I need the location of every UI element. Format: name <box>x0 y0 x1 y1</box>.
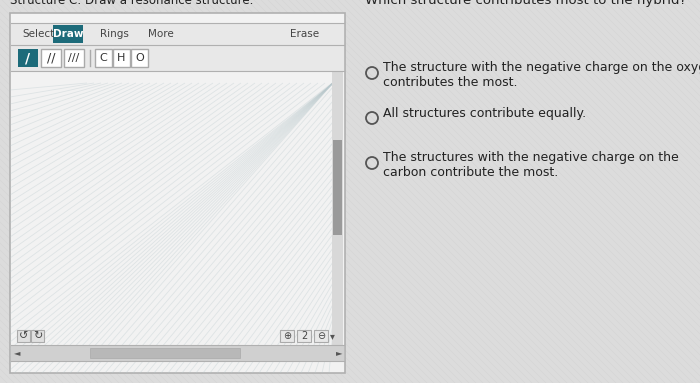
Text: H: H <box>118 53 126 63</box>
Bar <box>10 13 345 373</box>
Bar <box>17 330 30 342</box>
Text: Rings: Rings <box>100 29 129 39</box>
Bar <box>18 49 38 67</box>
Bar <box>131 49 148 67</box>
Text: ⊖: ⊖ <box>317 331 325 341</box>
Text: The structure with the negative charge on the oxygen: The structure with the negative charge o… <box>383 62 700 75</box>
Text: //: // <box>47 51 55 64</box>
Bar <box>11 23 344 45</box>
Text: C: C <box>99 53 107 63</box>
Text: ↺: ↺ <box>20 331 29 341</box>
Bar <box>90 348 240 358</box>
Text: ⊕: ⊕ <box>283 331 291 341</box>
Text: ▾: ▾ <box>330 331 335 341</box>
Bar <box>314 330 328 342</box>
Text: ◄: ◄ <box>14 349 20 357</box>
Text: ///: /// <box>69 53 80 63</box>
Bar <box>113 49 130 67</box>
Bar <box>41 49 61 67</box>
Text: Select: Select <box>22 29 55 39</box>
Text: Erase: Erase <box>290 29 319 39</box>
Bar <box>333 139 342 236</box>
Text: carbon contribute the most.: carbon contribute the most. <box>383 165 559 178</box>
Text: ►: ► <box>336 349 342 357</box>
Text: More: More <box>148 29 174 39</box>
Bar <box>332 71 343 345</box>
Text: Which structure contributes most to the hybrid?: Which structure contributes most to the … <box>365 0 687 7</box>
Bar <box>64 49 84 67</box>
Bar <box>95 49 112 67</box>
Text: The structures with the negative charge on the: The structures with the negative charge … <box>383 152 679 165</box>
Text: 2: 2 <box>301 331 307 341</box>
Bar <box>11 45 344 71</box>
Text: ↻: ↻ <box>34 331 43 341</box>
Text: /: / <box>25 51 31 65</box>
Text: Structure C: Draw a resonance structure.: Structure C: Draw a resonance structure. <box>10 0 253 7</box>
Text: contributes the most.: contributes the most. <box>383 75 517 88</box>
Bar <box>11 345 344 361</box>
Bar <box>31 330 44 342</box>
Bar <box>297 330 311 342</box>
Bar <box>53 25 83 43</box>
Text: All structures contribute equally.: All structures contribute equally. <box>383 106 586 119</box>
Bar <box>280 330 294 342</box>
Text: Draw: Draw <box>52 29 83 39</box>
Text: O: O <box>135 53 144 63</box>
